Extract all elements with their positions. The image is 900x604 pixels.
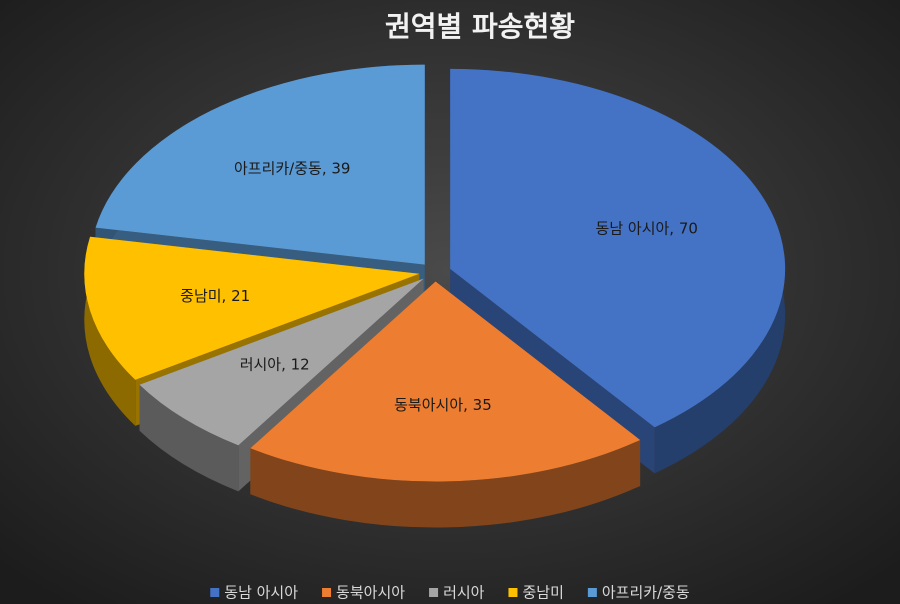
legend-item: 아프리카/중동 (587, 584, 690, 602)
legend-item: 동북아시아 (322, 584, 405, 602)
legend-label: 러시아 (443, 584, 485, 602)
legend-label: 중남미 (522, 584, 563, 602)
slice-side (250, 439, 641, 528)
legend-swatch (429, 588, 439, 597)
slice (95, 64, 425, 265)
legend-label: 동남 아시아 (224, 584, 298, 602)
data-label: 동북아시아, 35 (394, 396, 492, 414)
slice (450, 68, 786, 428)
pie-tops (84, 64, 786, 482)
legend-swatch (508, 588, 518, 597)
legend-swatch (210, 588, 220, 597)
data-label: 중남미, 21 (180, 287, 250, 305)
legend-swatch (587, 588, 597, 597)
slice (139, 278, 424, 446)
slice-side (139, 384, 239, 492)
data-labels: 동남 아시아, 70 동북아시아, 35 러시아, 12 중남미, 21 아프리카/중동… (180, 160, 698, 414)
legend-label: 동북아시아 (336, 584, 405, 602)
legend-swatch (322, 588, 332, 597)
legend-item: 동남 아시아 (210, 584, 298, 602)
legend-item: 러시아 (429, 584, 485, 602)
slice-side (84, 236, 136, 426)
data-label: 아프리카/중동, 39 (234, 160, 350, 178)
data-label: 러시아, 12 (240, 356, 310, 374)
legend-item: 중남미 (508, 584, 564, 602)
legend: 동남 아시아 동북아시아 러시아 중남미 아프리카/중동 (210, 584, 690, 602)
data-label: 동남 아시아, 70 (596, 219, 698, 237)
chart-title: 권역별 파송현황 (385, 10, 575, 43)
slice (250, 281, 641, 482)
legend-label: 아프리카/중동 (602, 584, 690, 602)
slice (84, 236, 420, 380)
